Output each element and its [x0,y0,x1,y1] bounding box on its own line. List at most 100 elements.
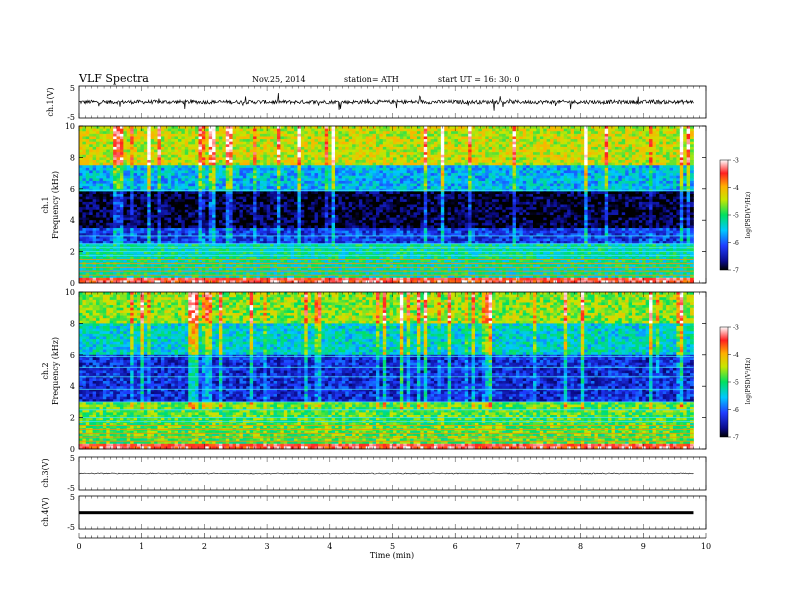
spectrogram-cell [158,157,162,160]
spectrogram-cell [103,136,107,139]
spectrogram-cell [96,136,100,139]
spectrogram-cell [175,236,179,239]
spectrogram-cell [86,231,90,234]
spectrogram-cell [127,181,131,184]
spectrogram-cell [106,155,110,158]
spectrogram-cell [168,168,172,171]
spectrogram-cell [154,223,158,226]
spectrogram-cell [103,236,107,239]
spectrogram-cell [151,236,155,239]
spectrogram-cell [123,157,127,160]
spectrogram-cell [144,205,148,208]
spectrogram-cell [113,199,117,202]
spectrogram-cell [110,239,114,242]
spectrogram-cell [89,228,93,231]
spectrogram-cell [96,220,100,223]
spectrogram-cell [96,178,100,181]
spectrogram-cell [99,275,103,278]
spectrogram-cell [82,157,86,160]
spectrogram-cell [99,139,103,142]
spectrogram-cell [137,223,141,226]
spectrogram-cell [175,225,179,228]
spectrogram-cell [110,197,114,200]
spectrogram-cell [106,176,110,179]
spectrogram-cell [123,168,127,171]
spectrogram-cell [79,244,83,247]
spectrogram-cell [171,142,175,145]
spectrogram-cell [171,136,175,139]
spectrogram-cell [82,129,86,132]
spectrogram-cell [168,236,172,239]
spectrogram-cell [123,181,127,184]
spectrogram-cell [140,184,144,187]
spectrogram-cell [127,168,131,171]
spectrogram-cell [168,129,172,132]
spectrogram-cell [178,220,182,223]
spectrogram-cell [168,194,172,197]
spectrogram-cell [144,223,148,226]
spectrogram-cell [181,178,185,181]
spectrogram-cell [154,157,158,160]
spectrogram-cell [96,236,100,239]
spectrogram-cell [89,194,93,197]
spectrogram-cell [96,163,100,166]
spectrogram-cell [154,231,158,234]
spectrogram-cell [99,170,103,173]
spectrogram-cell [93,165,97,168]
spectrogram-cell [123,220,127,223]
spectrogram-cell [96,267,100,270]
spectrogram-cell [147,147,151,150]
spectrogram-cell [110,129,114,132]
spectrogram-cell [99,205,103,208]
spectrogram-cell [130,129,134,132]
spectrogram-cell [178,275,182,278]
spectrogram-cell [164,252,168,255]
spectrogram-cell [171,236,175,239]
spectrogram-cell [140,129,144,132]
spectrogram-cell [106,207,110,210]
spectrogram-cell [168,165,172,168]
spectrogram-cell [130,170,134,173]
spectrogram-cell [171,147,175,150]
spectrogram-cell [82,244,86,247]
spectrogram-cell [113,194,117,197]
spectrogram-cell [93,239,97,242]
spectrogram-cell [137,212,141,215]
spectrogram-cell [168,139,172,142]
spectrogram-cell [130,186,134,189]
spectrogram-cell [123,231,127,234]
spectrogram-cell [168,199,172,202]
spectrogram-cell [89,199,93,202]
spectrogram-cell [130,252,134,255]
spectrogram-cell [154,155,158,158]
spectrogram-cell [123,194,127,197]
spectrogram-cell [158,220,162,223]
spectrogram-cell [137,134,141,137]
spectrogram-cell [89,142,93,145]
spectrogram-cell [151,194,155,197]
spectrogram-cell [127,147,131,150]
spectrogram-cell [140,142,144,145]
spectrogram-cell [134,178,138,181]
spectrogram-cell [164,205,168,208]
spectrogram-cell [178,194,182,197]
spectrogram-cell [110,215,114,218]
spectrogram-cell [86,147,90,150]
spectrogram-cell [120,165,124,168]
spectrogram-cell [175,210,179,213]
spectrogram-cell [130,207,134,210]
spectrogram-cell [151,197,155,200]
spectrogram-cell [158,170,162,173]
spectrogram-cell [130,131,134,134]
spectrogram-cell [96,223,100,226]
spectrogram-cell [168,212,172,215]
spectrogram-cell [99,231,103,234]
spectrogram-cell [151,129,155,132]
spectrogram-cell [144,129,148,132]
spectrogram-cell [86,191,90,194]
spectrogram-cell [147,173,151,176]
spectrogram-cell [144,168,148,171]
spectrogram-cell [82,168,86,171]
spectrogram-cell [86,178,90,181]
spectrogram-cell [164,191,168,194]
